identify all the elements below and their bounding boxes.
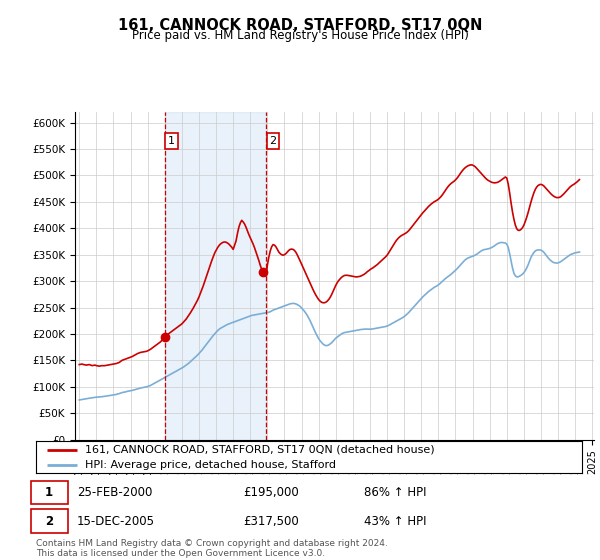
Text: 161, CANNOCK ROAD, STAFFORD, ST17 0QN (detached house): 161, CANNOCK ROAD, STAFFORD, ST17 0QN (d… [85,445,435,455]
Text: Contains HM Land Registry data © Crown copyright and database right 2024.
This d: Contains HM Land Registry data © Crown c… [36,539,388,558]
Text: Price paid vs. HM Land Registry's House Price Index (HPI): Price paid vs. HM Land Registry's House … [131,29,469,42]
Text: 1: 1 [168,136,175,146]
Text: 1: 1 [45,486,53,499]
Text: £195,000: £195,000 [244,486,299,499]
FancyBboxPatch shape [31,510,68,533]
Text: £317,500: £317,500 [244,515,299,528]
Text: 25-FEB-2000: 25-FEB-2000 [77,486,152,499]
Bar [165,112,266,440]
Text: 86% ↑ HPI: 86% ↑ HPI [364,486,426,499]
Text: 2: 2 [269,136,277,146]
Text: 43% ↑ HPI: 43% ↑ HPI [364,515,426,528]
Text: 15-DEC-2005: 15-DEC-2005 [77,515,155,528]
Text: 161, CANNOCK ROAD, STAFFORD, ST17 0QN: 161, CANNOCK ROAD, STAFFORD, ST17 0QN [118,18,482,34]
FancyBboxPatch shape [31,480,68,504]
Text: HPI: Average price, detached house, Stafford: HPI: Average price, detached house, Staf… [85,460,336,470]
Text: 2: 2 [45,515,53,528]
